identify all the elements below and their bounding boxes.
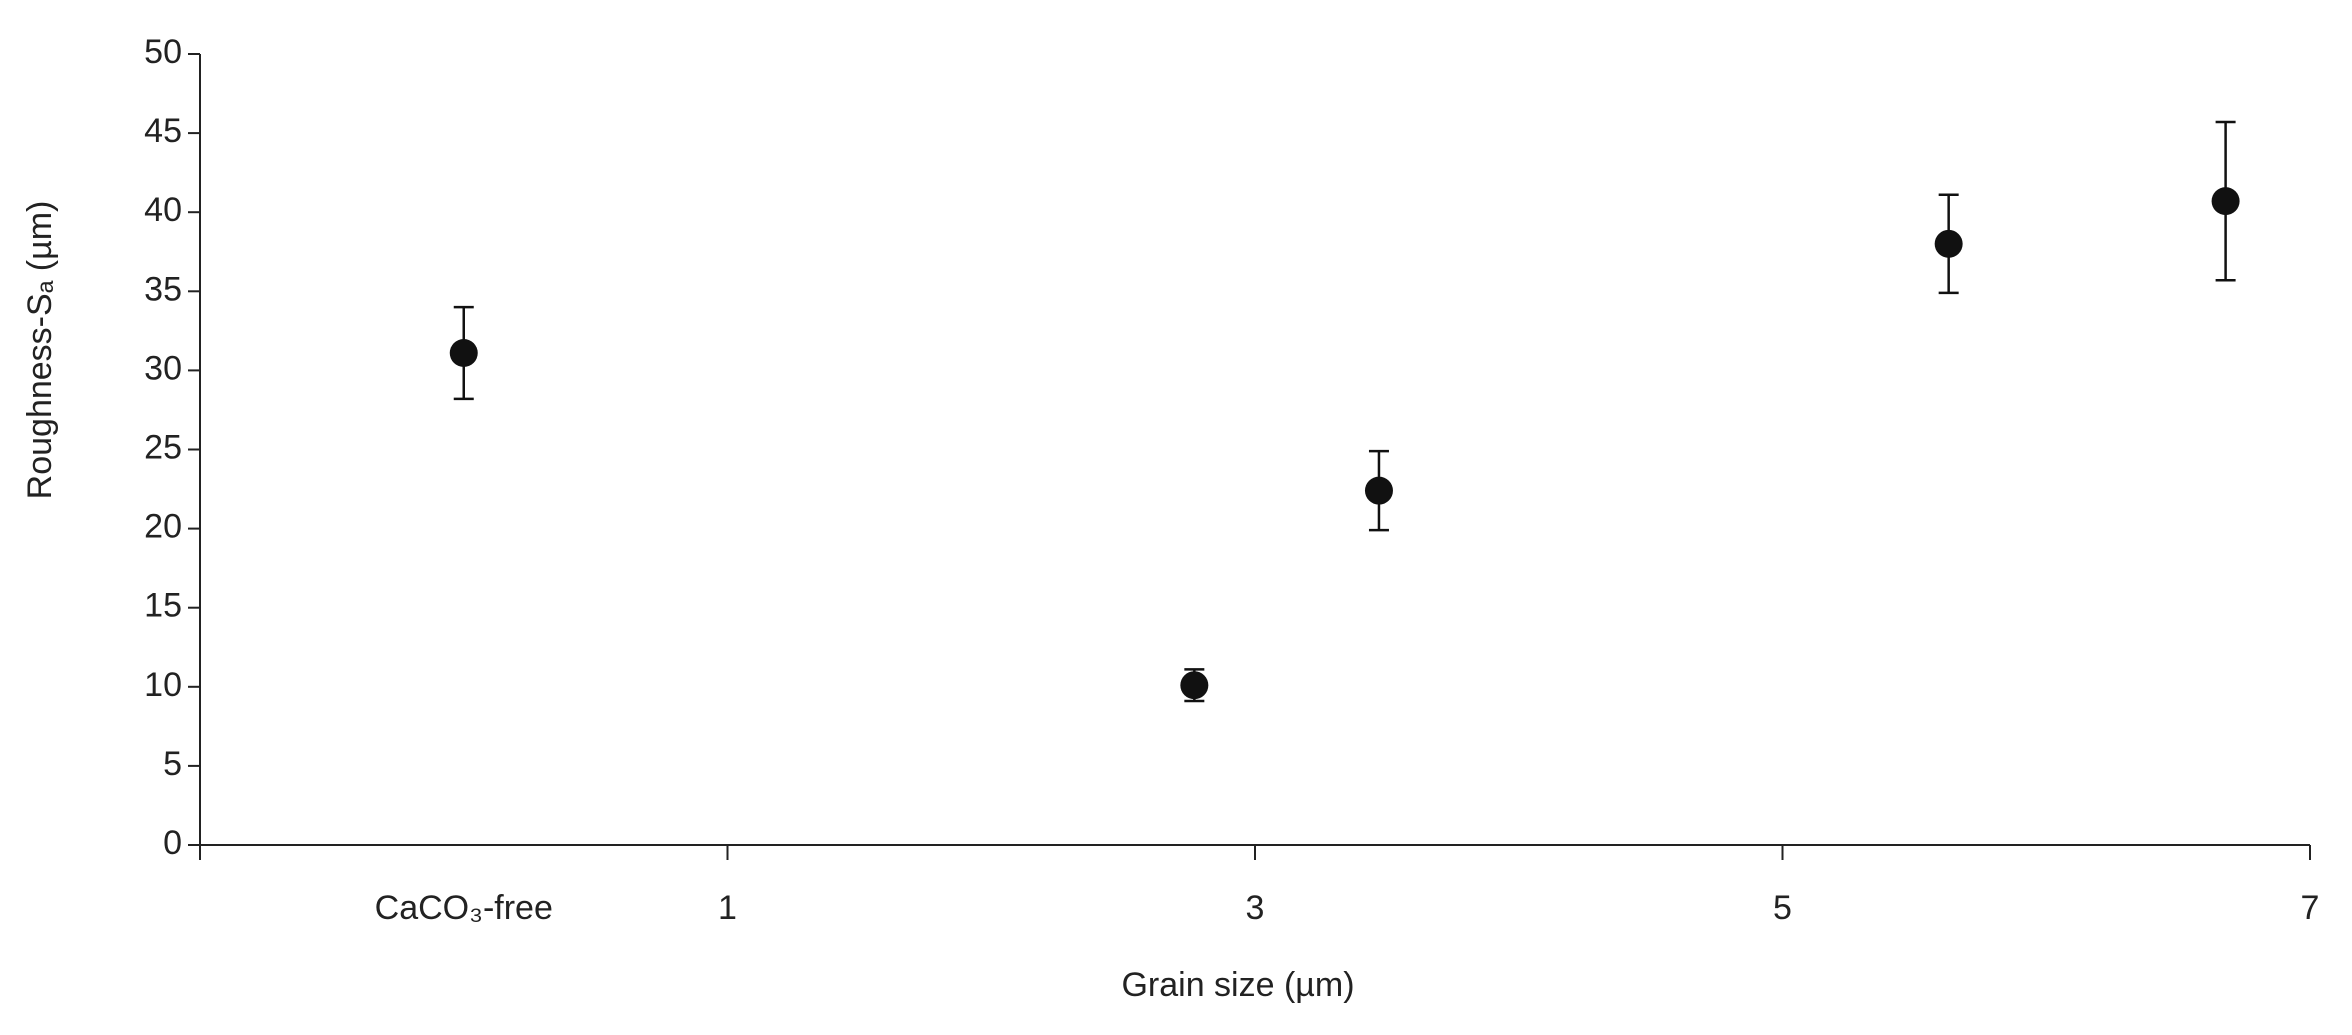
y-tick-label: 45 — [144, 112, 182, 150]
y-tick-label: 30 — [144, 349, 182, 387]
point — [1364, 476, 1393, 505]
y-tick-label: 35 — [144, 270, 182, 308]
y-axis-title: Roughness-Sₐ (µm) — [21, 201, 59, 500]
x-tick-label: 1 — [718, 889, 737, 927]
y-tick-label: 0 — [163, 824, 182, 862]
point — [1934, 229, 1963, 258]
y-tick-label: 50 — [144, 33, 182, 71]
y-tick-label: 40 — [144, 191, 182, 229]
y-tick-label: 5 — [163, 745, 182, 783]
y-tick-label: 10 — [144, 666, 182, 704]
y-tick-label: 25 — [144, 428, 182, 466]
x-axis-title: Grain size (µm) — [1121, 966, 1354, 1004]
x-tick-label: 5 — [1773, 889, 1792, 927]
point — [1180, 671, 1209, 700]
point — [449, 338, 478, 367]
x-tick-label: 7 — [2301, 889, 2320, 927]
x-tick-label: CaCO₃-free — [375, 889, 553, 927]
x-tick-label: 3 — [1246, 889, 1265, 927]
y-tick-label: 15 — [144, 587, 182, 625]
point — [2211, 187, 2240, 216]
y-tick-label: 20 — [144, 508, 182, 546]
